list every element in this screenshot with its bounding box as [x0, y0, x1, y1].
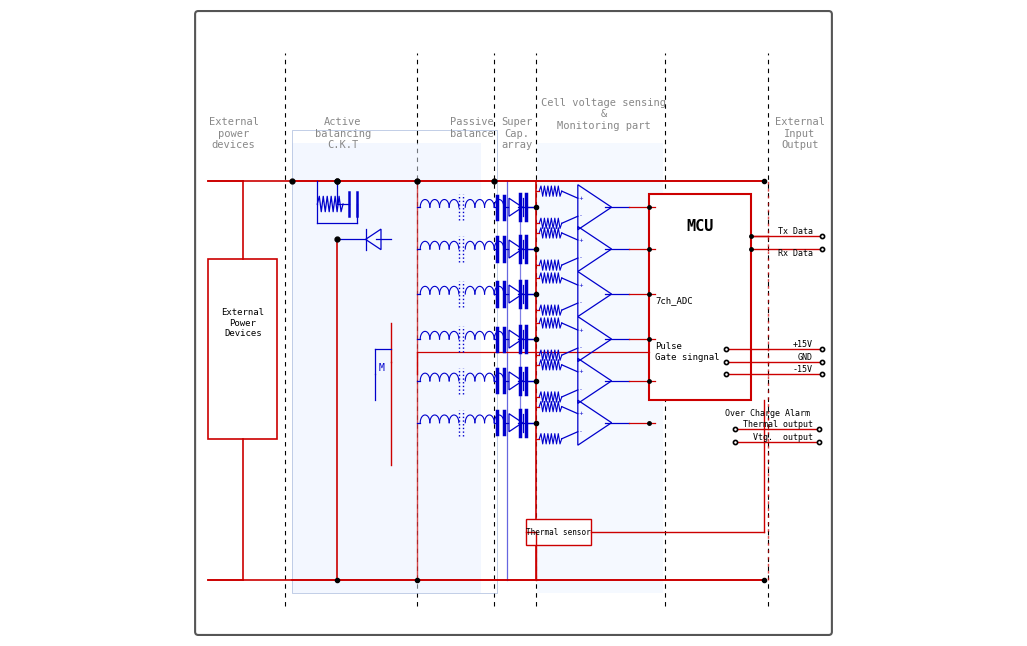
Text: +: +	[578, 238, 583, 242]
Text: Rx Data: Rx Data	[777, 249, 812, 258]
Text: +: +	[578, 328, 583, 333]
FancyBboxPatch shape	[292, 143, 482, 593]
FancyBboxPatch shape	[208, 258, 277, 439]
FancyBboxPatch shape	[649, 194, 752, 400]
Text: Thermal output: Thermal output	[743, 420, 812, 429]
Text: Over Charge Alarm: Over Charge Alarm	[725, 408, 810, 417]
FancyBboxPatch shape	[527, 519, 591, 545]
FancyBboxPatch shape	[195, 11, 832, 635]
Text: Super
Cap.
array: Super Cap. array	[501, 117, 532, 151]
Text: Thermal sensor: Thermal sensor	[526, 528, 591, 537]
Text: +15V: +15V	[793, 340, 812, 349]
Text: -: -	[580, 214, 582, 219]
Text: External
power
devices: External power devices	[208, 117, 259, 151]
Text: +: +	[578, 196, 583, 201]
Text: Active
balancing
C.K.T: Active balancing C.K.T	[315, 117, 371, 151]
Text: External
Input
Output: External Input Output	[774, 117, 825, 151]
Text: External
Power
Devices: External Power Devices	[221, 308, 264, 338]
Text: GND: GND	[798, 353, 812, 362]
Text: M: M	[379, 363, 384, 373]
Text: +: +	[578, 282, 583, 287]
Text: Vtg.  output: Vtg. output	[753, 433, 812, 442]
Text: -: -	[580, 256, 582, 260]
Text: -: -	[580, 346, 582, 351]
Text: -15V: -15V	[793, 366, 812, 375]
Text: MCU: MCU	[686, 219, 714, 234]
Text: Pulse
Gate singnal: Pulse Gate singnal	[655, 342, 720, 362]
Text: -: -	[580, 429, 582, 434]
Text: +: +	[578, 412, 583, 416]
Text: -: -	[580, 300, 582, 306]
Text: +: +	[578, 370, 583, 375]
Text: 7ch_ADC: 7ch_ADC	[655, 296, 692, 305]
Text: Cell voltage sensing
&
Monitoring part: Cell voltage sensing & Monitoring part	[541, 98, 667, 131]
FancyBboxPatch shape	[537, 143, 662, 593]
Text: -: -	[580, 388, 582, 392]
Text: Passive
balance: Passive balance	[450, 117, 494, 139]
Text: Tx Data: Tx Data	[777, 227, 812, 236]
